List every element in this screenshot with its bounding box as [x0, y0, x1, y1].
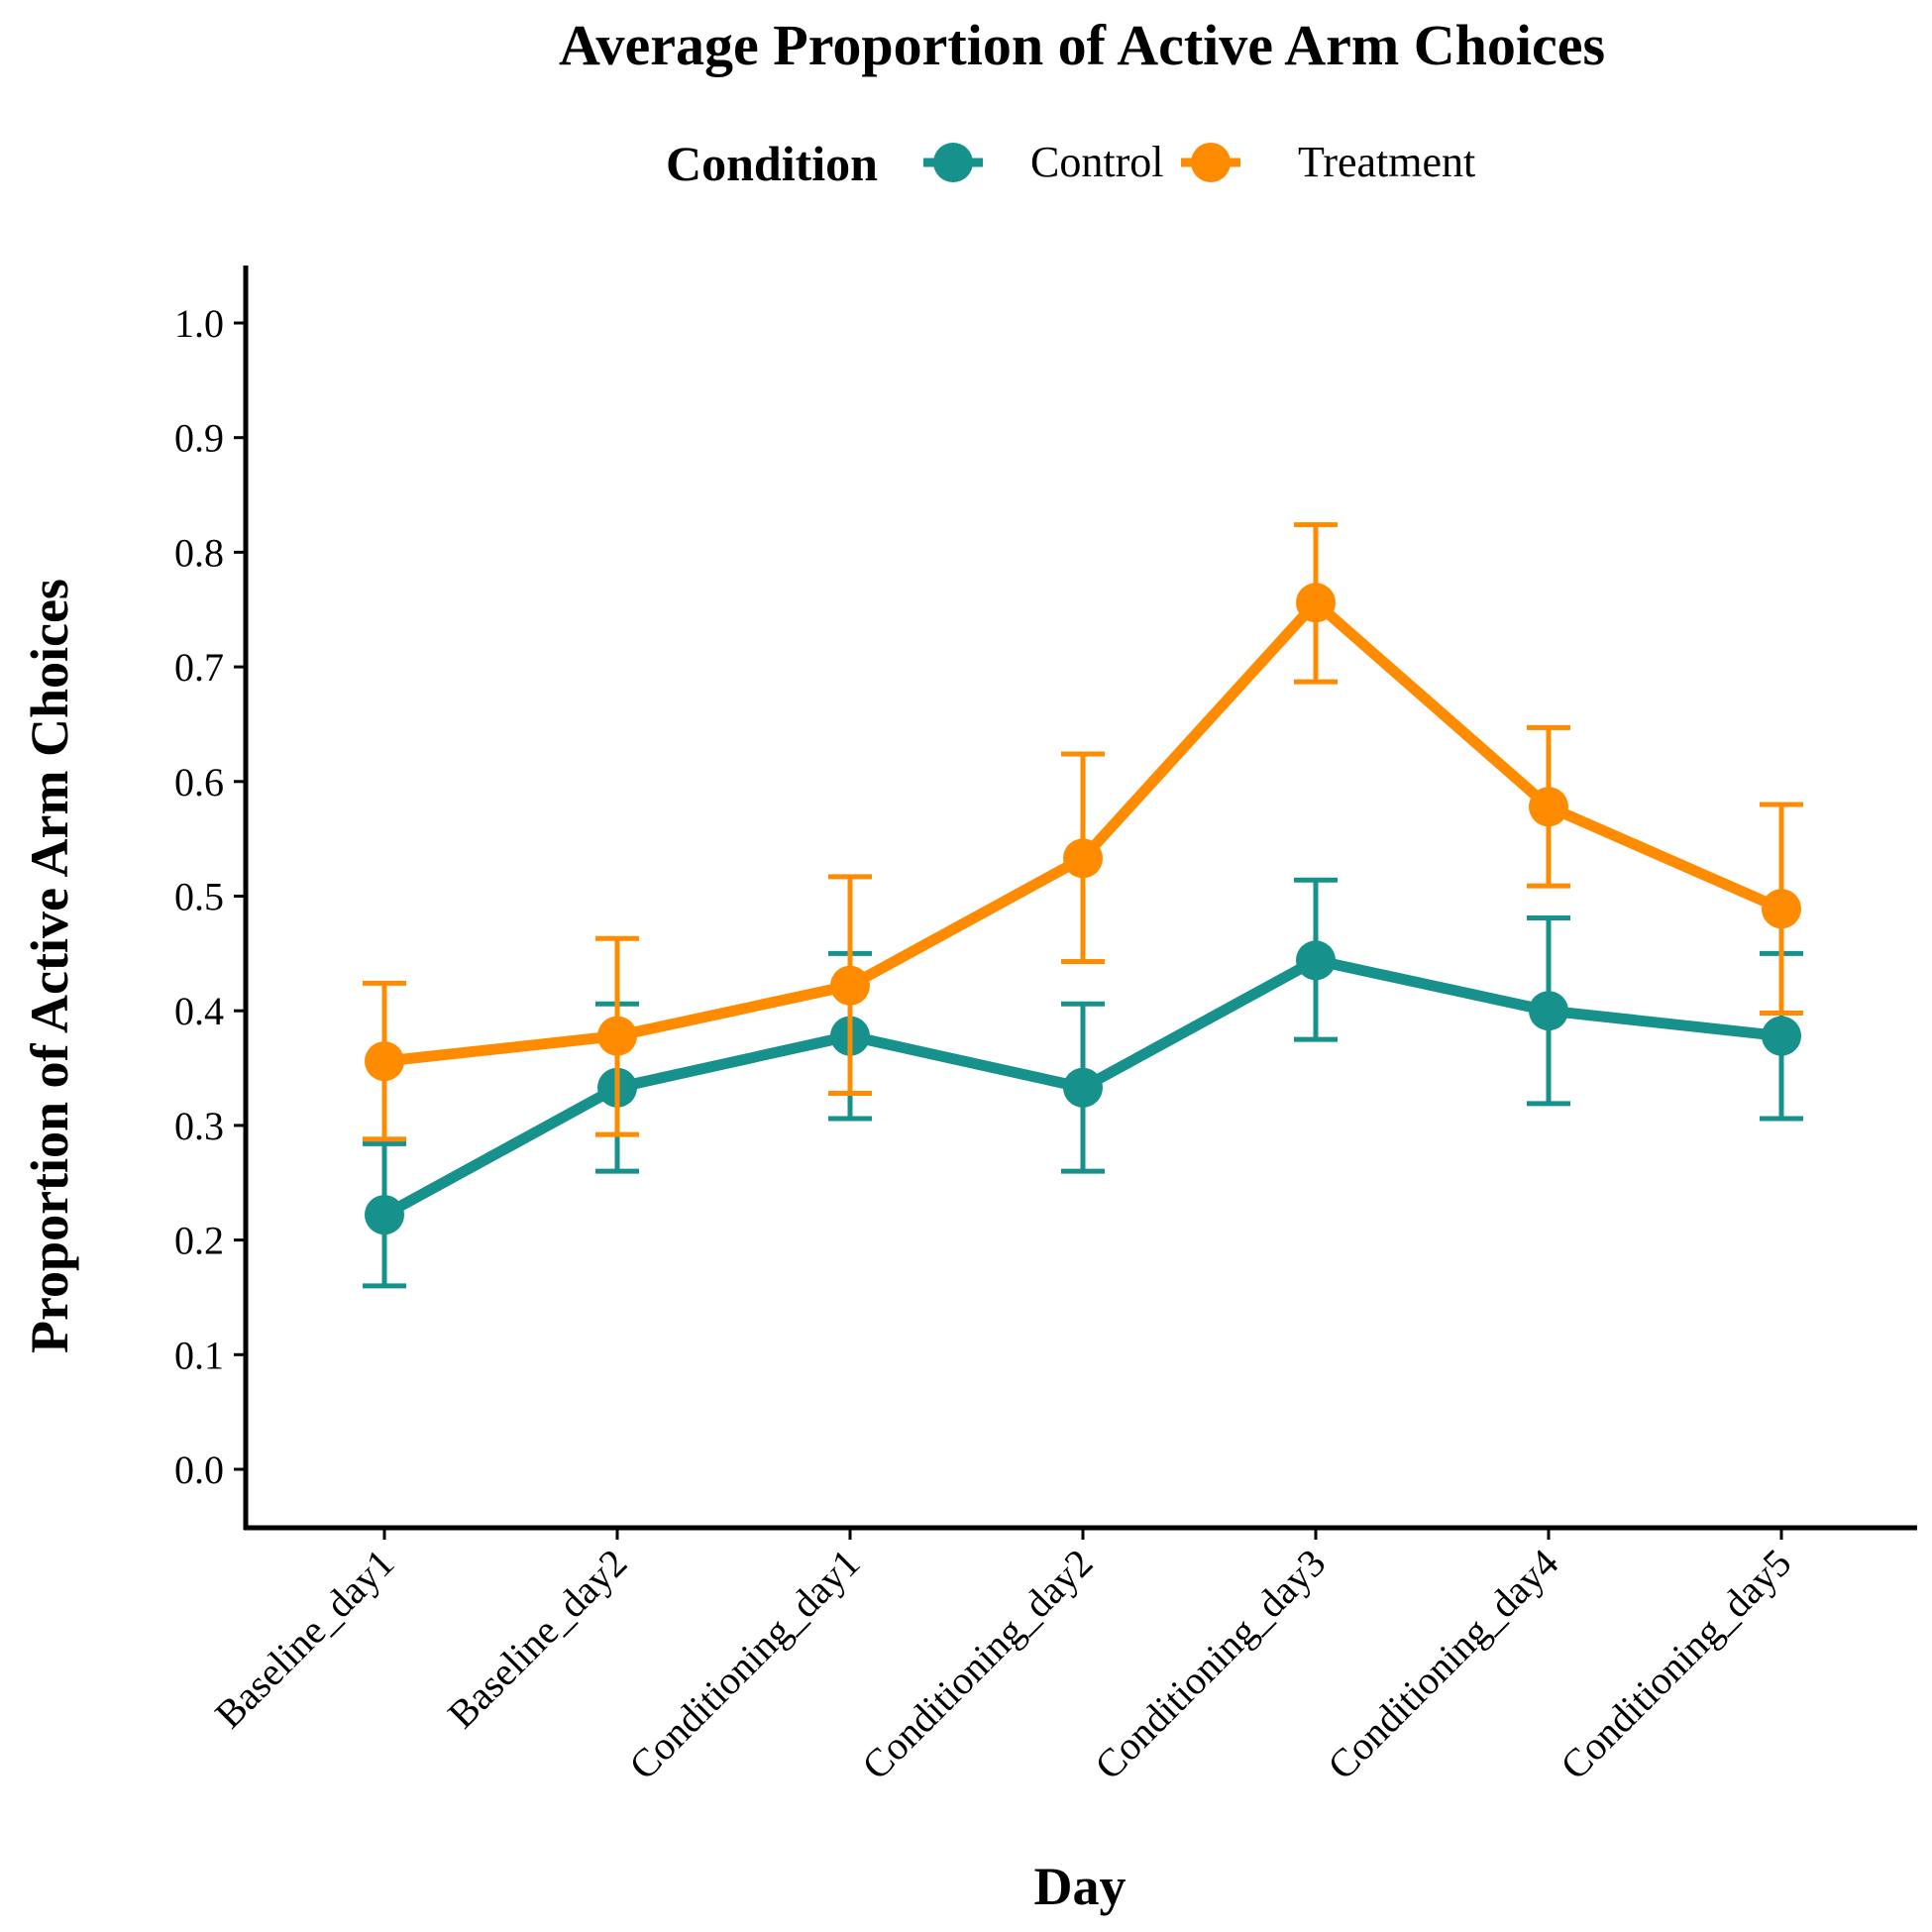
- y-tick-label: 0.5: [174, 875, 224, 919]
- data-point: [1529, 991, 1568, 1031]
- y-tick-label: 0.0: [174, 1448, 224, 1492]
- y-tick-label: 0.2: [174, 1219, 224, 1263]
- data-point: [1762, 1016, 1801, 1056]
- legend-item-treatment: Treatment: [1181, 138, 1475, 186]
- data-point: [1529, 787, 1568, 827]
- y-axis-title: Proportion of Active Arm Choices: [20, 579, 79, 1353]
- y-tick-label: 0.6: [174, 760, 224, 805]
- x-axis-title: Day: [1034, 1857, 1127, 1916]
- legend-key-point: [1191, 143, 1231, 182]
- y-tick-label: 0.3: [174, 1104, 224, 1148]
- legend-label: Control: [1030, 138, 1163, 186]
- y-axis: 0.0 0.1 0.2 0.3 0.4 0.5 0.6 0.7 0.8 0.9 1.0: [174, 266, 249, 1530]
- y-tick-label: 0.9: [174, 416, 224, 461]
- y-tick-label: 0.4: [174, 989, 224, 1033]
- x-tick-label: Baseline_day2: [439, 1541, 635, 1737]
- x-tick-label: Conditioning_day5: [1552, 1541, 1799, 1788]
- data-point: [830, 965, 870, 1006]
- x-tick-label: Baseline_day1: [206, 1541, 402, 1737]
- y-tick-label: 1.0: [174, 301, 224, 346]
- chart-title: Average Proportion of Active Arm Choices: [559, 13, 1605, 77]
- data-point: [365, 1195, 404, 1235]
- data-point: [1296, 583, 1336, 623]
- data-point: [1296, 940, 1336, 981]
- x-tick-label: Conditioning_day2: [853, 1541, 1101, 1788]
- x-axis: Baseline_day1 Baseline_day2Conditioning_d…: [206, 1525, 1917, 1788]
- legend-label: Treatment: [1298, 138, 1475, 186]
- x-tick-label: Conditioning_day4: [1319, 1541, 1566, 1788]
- series-treatment: [363, 522, 1803, 1142]
- data-point: [597, 1016, 637, 1056]
- legend: Condition Control Treatment: [666, 136, 1475, 191]
- legend-key-point: [933, 143, 973, 182]
- y-tick-label: 0.8: [174, 530, 224, 575]
- legend-items: Control Treatment: [923, 138, 1475, 186]
- data-point: [1762, 889, 1801, 929]
- x-tick-label: Conditioning_day3: [1086, 1541, 1334, 1788]
- legend-title: Condition: [666, 136, 878, 191]
- data-point: [1063, 1067, 1103, 1108]
- legend-item-control: Control: [923, 138, 1163, 186]
- data-point: [365, 1041, 404, 1082]
- y-tick-label: 0.7: [174, 645, 224, 690]
- x-tick-label: Conditioning_day1: [620, 1541, 868, 1788]
- plot-area: [363, 522, 1803, 1289]
- y-tick-label: 0.1: [174, 1333, 224, 1377]
- data-point: [1063, 838, 1103, 879]
